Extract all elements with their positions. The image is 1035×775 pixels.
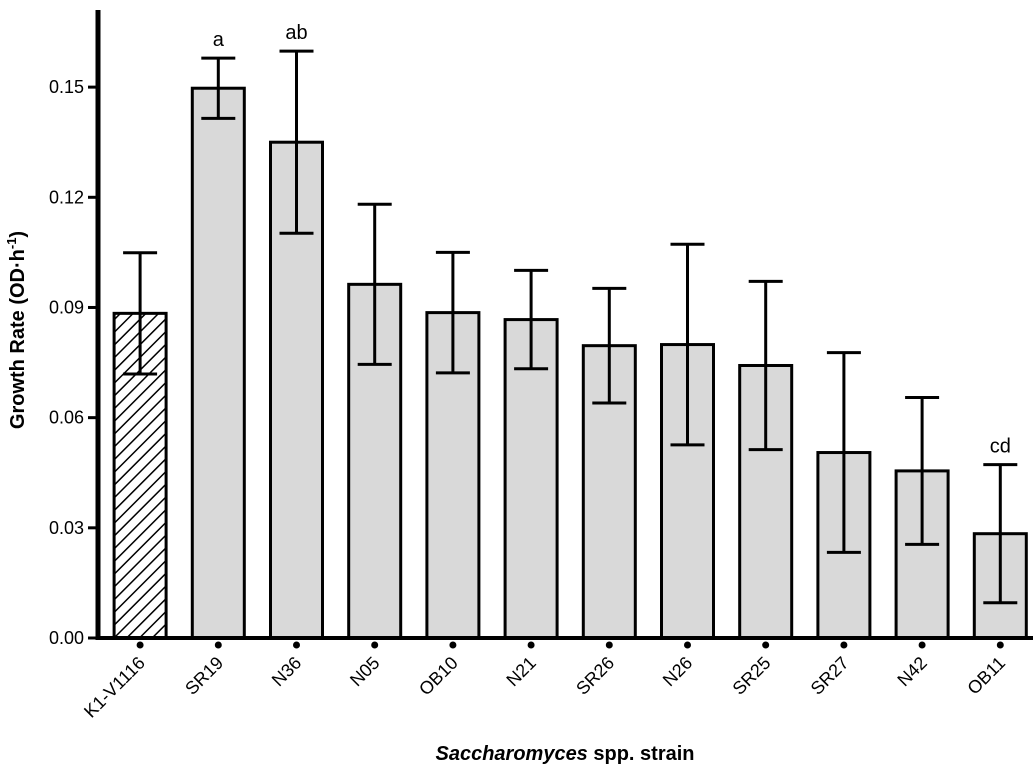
y-tick-label: 0.15 — [49, 77, 84, 97]
x-tick — [449, 641, 457, 649]
x-tick-label: SR19 — [181, 653, 227, 699]
x-tick — [762, 641, 770, 649]
y-tick-label: 0.00 — [49, 628, 84, 648]
x-tick-label: N42 — [893, 653, 930, 690]
x-tick — [996, 641, 1004, 649]
x-tick — [605, 641, 613, 649]
y-tick-label: 0.06 — [49, 408, 84, 428]
x-tick — [918, 641, 926, 649]
x-tick-label: N26 — [659, 653, 696, 690]
y-tick-label: 0.12 — [49, 187, 84, 207]
x-tick — [293, 641, 300, 649]
x-tick-label: N36 — [268, 653, 305, 690]
significance-label: ab — [285, 22, 307, 44]
x-tick — [214, 641, 222, 649]
y-tick-label: 0.09 — [49, 297, 84, 317]
y-axis-label: Growth Rate (OD·h-1) — [4, 231, 29, 429]
x-tick-label: N21 — [502, 653, 539, 690]
x-tick — [840, 641, 848, 649]
significance-label: cd — [990, 436, 1011, 458]
x-tick-label: SR25 — [729, 653, 775, 699]
x-tick — [684, 641, 691, 649]
x-tick-label: SR27 — [807, 653, 853, 699]
x-tick-label: N05 — [346, 653, 383, 690]
x-tick-label: OB11 — [963, 653, 1009, 699]
x-tick — [136, 641, 144, 649]
bar — [503, 318, 559, 640]
y-tick-label: 0.03 — [49, 518, 84, 538]
x-tick-label: OB10 — [415, 653, 462, 700]
significance-label: a — [213, 29, 225, 51]
x-tick-label: K1-V1116 — [80, 653, 149, 722]
bar — [190, 86, 246, 640]
x-tick-label: SR26 — [572, 653, 618, 699]
x-tick — [527, 641, 535, 649]
x-axis-label: Saccharomyces spp. strain — [435, 743, 694, 765]
x-tick — [371, 641, 379, 649]
